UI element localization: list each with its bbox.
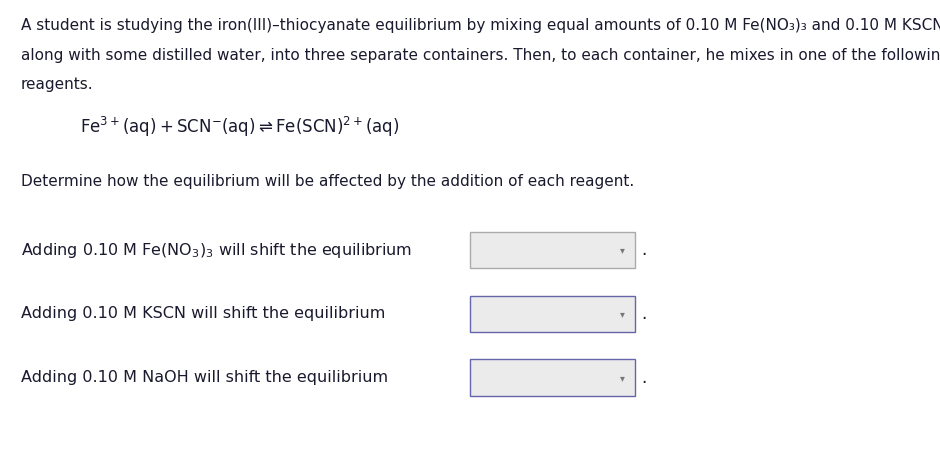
Text: Adding 0.10 M KSCN will shift the equilibrium: Adding 0.10 M KSCN will shift the equili… [21,307,385,321]
Text: $\mathrm{Fe}^{3+}\mathrm{(aq) + SCN}^{-}\mathrm{(aq) \rightleftharpoons Fe(SCN)}: $\mathrm{Fe}^{3+}\mathrm{(aq) + SCN}^{-}… [80,116,400,139]
Text: reagents.: reagents. [21,77,93,92]
FancyBboxPatch shape [470,232,634,268]
Text: Adding 0.10 M Fe(NO$_3)_3$ will shift the equilibrium: Adding 0.10 M Fe(NO$_3)_3$ will shift th… [21,241,412,260]
FancyBboxPatch shape [470,296,634,332]
Text: A student is studying the iron(III)–thiocyanate equilibrium by mixing equal amou: A student is studying the iron(III)–thio… [21,18,940,33]
Text: .: . [641,305,647,323]
Text: Adding 0.10 M NaOH will shift the equilibrium: Adding 0.10 M NaOH will shift the equili… [21,370,388,385]
Text: .: . [641,241,647,259]
Text: ▾: ▾ [619,373,625,383]
FancyBboxPatch shape [470,359,634,396]
Text: .: . [641,369,647,387]
Text: ▾: ▾ [619,309,625,319]
Text: Determine how the equilibrium will be affected by the addition of each reagent.: Determine how the equilibrium will be af… [21,174,634,189]
Text: ▾: ▾ [619,245,625,255]
Text: along with some distilled water, into three separate containers. Then, to each c: along with some distilled water, into th… [21,48,940,63]
